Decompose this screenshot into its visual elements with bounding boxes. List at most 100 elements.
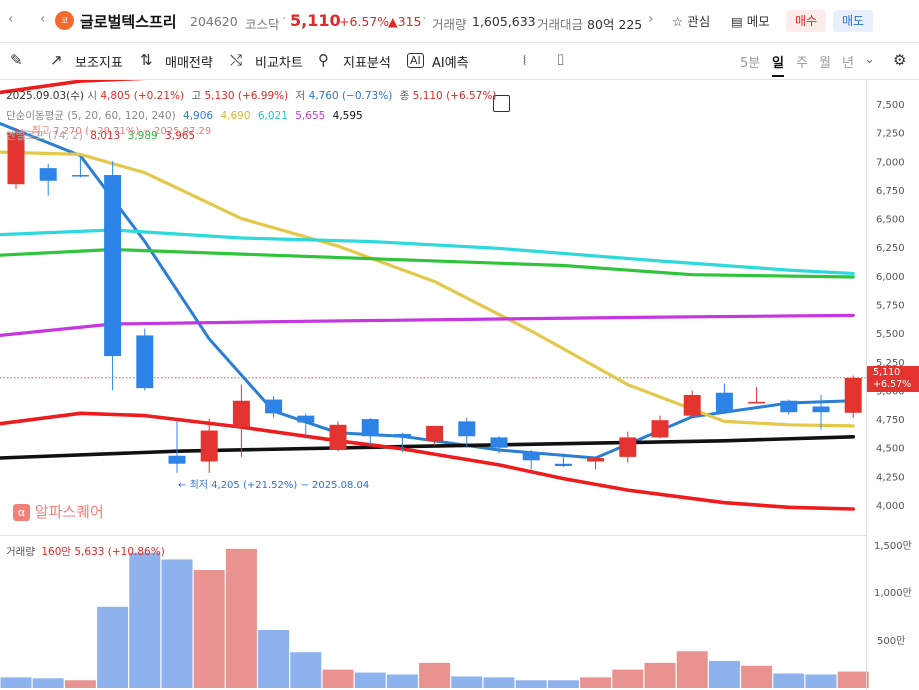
axis-divider — [866, 80, 867, 690]
low-label: 저 — [295, 90, 306, 102]
ma60-value: 6,021 — [257, 110, 288, 122]
candle-body — [554, 463, 572, 467]
candle-body — [104, 175, 122, 357]
price-chart[interactable]: 7,500 7,250 7,000 6,750 6,500 6,250 6,000 5,750… — [0, 80, 919, 690]
volume-bar — [515, 680, 547, 688]
chevron-down-icon[interactable]: ⌄ — [864, 52, 875, 67]
candle-body — [426, 425, 444, 441]
compare-icon: ⤭ — [230, 51, 243, 69]
candle-body — [232, 400, 250, 428]
candle-icon[interactable]: ⧙ — [523, 51, 527, 69]
strategy-icon: ⇅ — [140, 51, 153, 69]
env-low-value: 3,965 — [165, 130, 196, 142]
period-day[interactable]: 일 — [772, 52, 784, 77]
gear-icon[interactable]: ⚙ — [893, 51, 907, 69]
volume-bar — [547, 680, 579, 688]
back-icon[interactable]: ‹ — [40, 11, 46, 27]
indicator-button[interactable]: 보조지표 — [75, 56, 123, 71]
panel-divider — [0, 535, 866, 536]
y-tick-label: 5,750 — [876, 301, 905, 312]
volume-bar — [0, 677, 32, 688]
volume-bar — [258, 630, 290, 688]
ai-predict-button[interactable]: AI예측 — [432, 56, 469, 71]
analysis-button[interactable]: 지표분석 — [343, 56, 391, 71]
y-tick-label: 7,500 — [876, 100, 905, 111]
period-year[interactable]: 년 — [842, 56, 854, 71]
watch-button[interactable]: ☆ 관심 — [672, 11, 710, 30]
env-mid-value: 8,013 — [90, 130, 121, 142]
low-annotation: ← 최저 4,205 (+21.52%) − 2025.08.04 — [178, 476, 369, 491]
memo-label: 메모 — [746, 14, 770, 29]
volume-panel-value: 160만 5,633 (+10.86%) — [41, 546, 165, 558]
volume-value: 1,605,633 — [472, 14, 536, 29]
candle-body — [458, 421, 476, 437]
current-price: 5,110 — [290, 11, 341, 30]
star-icon: ☆ — [672, 14, 684, 29]
y-tick-label: 6,750 — [876, 186, 905, 197]
candle-body — [812, 406, 830, 413]
volume-bar — [97, 606, 129, 688]
ma20-value: 4,690 — [220, 110, 251, 122]
y-tick-label: 4,250 — [876, 472, 905, 483]
volume-bar — [386, 674, 418, 688]
chevron-right-icon[interactable]: › — [648, 11, 654, 27]
volume-panel-label: 거래량 — [6, 546, 35, 558]
watch-label: 관심 — [687, 14, 711, 29]
open-value: 4,805 (+0.21%) — [100, 90, 185, 102]
change-pct: +6.57% — [339, 14, 390, 29]
candle-body — [200, 430, 218, 462]
prev-icon[interactable]: ‹ — [8, 11, 14, 27]
memo-button[interactable]: ▤ 메모 — [731, 11, 770, 30]
square-tool-icon[interactable] — [493, 95, 510, 112]
candle-body — [490, 437, 508, 448]
watermark: α 알파스퀘어 — [13, 501, 104, 522]
candle-body — [393, 433, 411, 438]
last-price: 5,110 — [873, 367, 901, 378]
volume-bar — [612, 669, 644, 688]
camera-icon[interactable]: ⌷ — [556, 51, 566, 69]
buy-button[interactable]: 매수 — [786, 10, 827, 32]
candle-body — [522, 452, 540, 461]
candle-body — [168, 455, 186, 464]
low-annotation-text: 최저 4,205 (+21.52%) − 2025.08.04 — [189, 480, 370, 491]
period-month[interactable]: 월 — [819, 56, 831, 71]
volume-bar — [451, 676, 483, 688]
candle-body — [651, 420, 669, 438]
y-tick-label: 6,500 — [876, 215, 905, 226]
market-name: 코스닥 — [245, 17, 280, 32]
vol-axis-label: 500만 — [877, 636, 906, 647]
open-label: 시 — [87, 90, 97, 102]
strategy-button[interactable]: 매매전략 — [165, 56, 213, 71]
close-value: 5,110 (+6.57%) — [412, 90, 497, 102]
arrow-left-icon: ← — [178, 480, 187, 491]
y-tick-label: 6,000 — [876, 272, 905, 283]
volume-bar — [676, 651, 708, 688]
volume-bar — [354, 672, 386, 688]
y-tick-label: 4,000 — [876, 501, 905, 512]
last-pct: +6.57% — [873, 379, 912, 390]
pencil-icon[interactable]: ✎ — [10, 51, 23, 69]
y-tick-label: 4,500 — [876, 444, 905, 455]
amount-label: 거래대금 — [537, 17, 584, 32]
volume-bar — [741, 665, 773, 688]
chart-toolbar: ✎ ↗ 보조지표 ⇅ 매매전략 ⤭ 비교차트 ⚲ 지표분석 AI AI예측 ⧙ … — [0, 43, 919, 112]
candle-body — [329, 424, 347, 451]
period-week[interactable]: 주 — [796, 56, 808, 71]
arrow-left-icon: ← — [20, 126, 29, 137]
candle-body — [715, 392, 733, 413]
envelope-info: 엔벨로프 (74, 2) 8,013 3,989 3,965 — [6, 128, 195, 143]
compare-button[interactable]: 비교차트 — [255, 56, 303, 71]
stock-logo: 코 — [55, 11, 74, 30]
volume-bar — [161, 559, 193, 688]
volume-bar — [32, 678, 64, 688]
volume-bar — [322, 669, 354, 688]
volume-label: 거래량 — [432, 17, 467, 32]
candle-body — [7, 132, 25, 185]
ma240-value: 4,595 — [332, 110, 363, 122]
candle-body — [71, 175, 89, 177]
ma-line-60 — [0, 228, 855, 276]
sell-button[interactable]: 매도 — [833, 10, 874, 32]
candle-body — [39, 168, 57, 181]
period-5min[interactable]: 5분 — [740, 56, 761, 71]
envelope-label: 엔벨로프 (74, 2) — [6, 130, 83, 142]
